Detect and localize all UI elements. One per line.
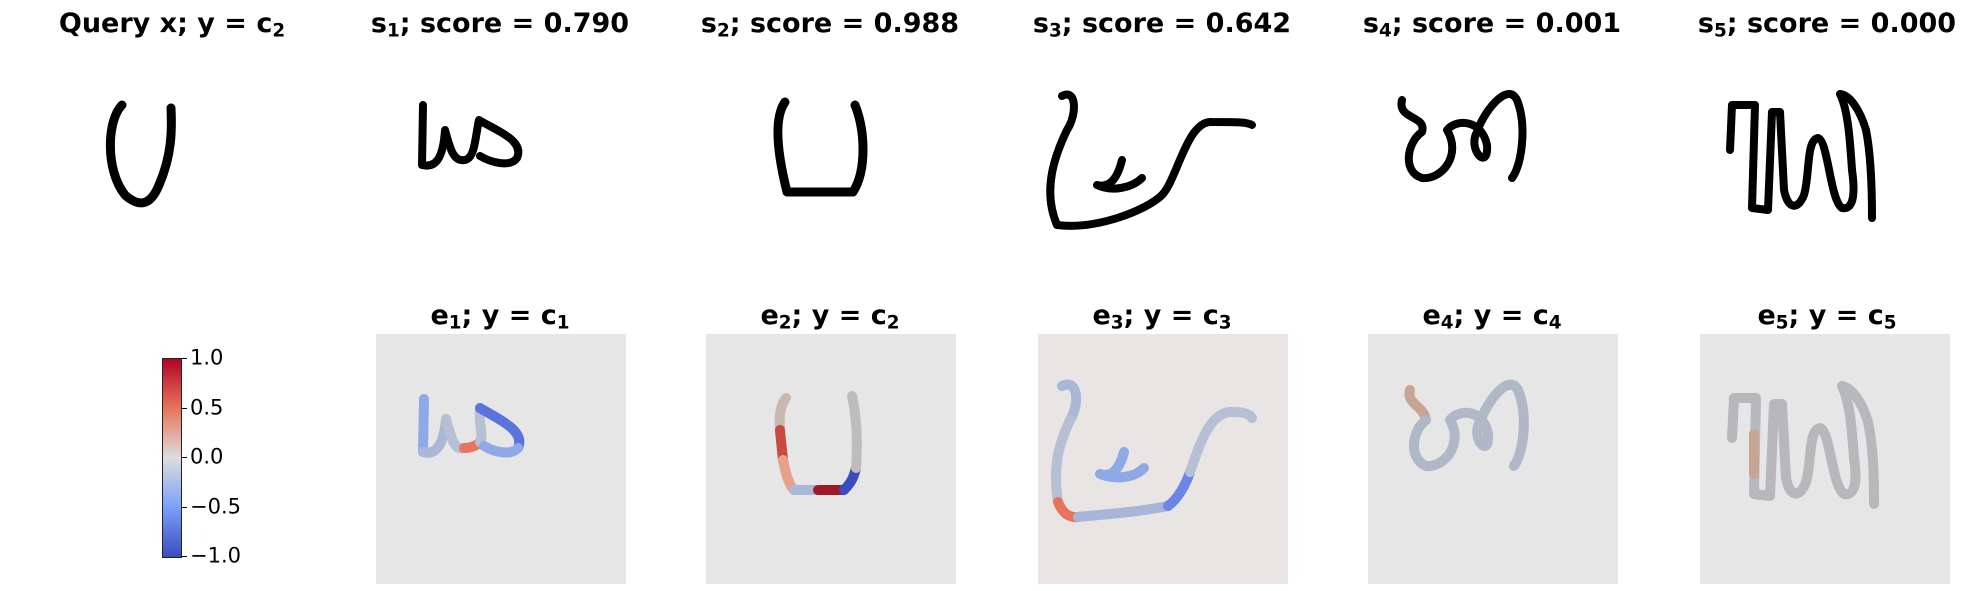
title-sub: 5 bbox=[1883, 312, 1897, 334]
colorbar-tick-label: 0.0 bbox=[190, 444, 224, 469]
title-text: e bbox=[1092, 300, 1111, 331]
support-glyph-s1 bbox=[418, 101, 523, 170]
colorbar-tick-label: −1.0 bbox=[190, 543, 241, 568]
title-s3: s3; score = 0.642 bbox=[1033, 10, 1291, 41]
title-text: ; score = 0.000 bbox=[1726, 8, 1957, 39]
title-text: s bbox=[700, 8, 718, 39]
title-e5: e5; y = c5 bbox=[1757, 302, 1896, 333]
title-sub: 3 bbox=[1218, 312, 1232, 334]
title-e2: e2; y = c2 bbox=[760, 302, 899, 333]
title-s2: s2; score = 0.988 bbox=[701, 10, 959, 41]
title-sub: 2 bbox=[272, 20, 286, 42]
support-glyph-s2 bbox=[773, 97, 868, 197]
title-e4: e4; y = c4 bbox=[1422, 302, 1561, 333]
support-glyph-s4 bbox=[1397, 90, 1527, 183]
colorbar-tick bbox=[181, 507, 187, 508]
title-sub: 4 bbox=[1379, 20, 1392, 42]
title-s4: s4; score = 0.001 bbox=[1363, 10, 1621, 41]
colorbar bbox=[162, 358, 182, 558]
title-e3: e3; y = c3 bbox=[1092, 302, 1231, 333]
support-glyph-s5 bbox=[1726, 90, 1876, 222]
explanation-heatmap-e5 bbox=[1700, 334, 1950, 584]
title-text: ; score = 0.790 bbox=[399, 8, 630, 39]
title-sub: 5 bbox=[1775, 312, 1789, 334]
title-text: ; y = c bbox=[1788, 300, 1884, 331]
title-text: s bbox=[1032, 8, 1050, 39]
colorbar-tick bbox=[181, 358, 187, 359]
title-sub: 2 bbox=[717, 20, 730, 42]
title-text: ; score = 0.988 bbox=[729, 8, 960, 39]
title-text: ; y = c bbox=[791, 300, 887, 331]
support-glyph-s3 bbox=[1046, 90, 1256, 230]
colorbar-tick bbox=[181, 408, 187, 409]
title-sub: 1 bbox=[448, 312, 462, 334]
title-text: e bbox=[430, 300, 449, 331]
title-text: e bbox=[1757, 300, 1776, 331]
title-e1: e1; y = c1 bbox=[430, 302, 569, 333]
title-query: Query x; y = c2 bbox=[59, 10, 285, 41]
title-text: ; y = c bbox=[1453, 300, 1549, 331]
title-text: s bbox=[1697, 8, 1715, 39]
title-sub: 4 bbox=[1440, 312, 1454, 334]
explanation-heatmap-e1 bbox=[376, 334, 626, 584]
title-text: ; y = c bbox=[1123, 300, 1219, 331]
title-text: e bbox=[1422, 300, 1441, 331]
title-text: Query x; bbox=[58, 8, 198, 39]
title-sub: 3 bbox=[1110, 312, 1124, 334]
query-glyph bbox=[105, 100, 176, 208]
colorbar-tick bbox=[181, 457, 187, 458]
colorbar-tick bbox=[181, 556, 187, 557]
explanation-heatmap-e4 bbox=[1368, 334, 1618, 584]
title-text: ; score = 0.001 bbox=[1391, 8, 1622, 39]
title-text: y = c bbox=[197, 8, 273, 39]
title-text: e bbox=[760, 300, 779, 331]
title-sub: 1 bbox=[556, 312, 570, 334]
colorbar-tick-label: 0.5 bbox=[190, 395, 224, 420]
explanation-heatmap-e3 bbox=[1038, 334, 1288, 584]
title-text: s bbox=[1362, 8, 1380, 39]
title-sub: 1 bbox=[387, 20, 400, 42]
title-sub: 5 bbox=[1714, 20, 1727, 42]
title-text: s bbox=[370, 8, 388, 39]
explanation-heatmap-e2 bbox=[706, 334, 956, 584]
title-s5: s5; score = 0.000 bbox=[1698, 10, 1956, 41]
colorbar-tick-label: 1.0 bbox=[190, 345, 224, 370]
colorbar-tick-label: −0.5 bbox=[190, 494, 241, 519]
title-sub: 2 bbox=[886, 312, 900, 334]
title-sub: 2 bbox=[778, 312, 792, 334]
title-s1: s1; score = 0.790 bbox=[371, 10, 629, 41]
title-text: ; y = c bbox=[461, 300, 557, 331]
title-text: ; score = 0.642 bbox=[1061, 8, 1292, 39]
title-sub: 3 bbox=[1049, 20, 1062, 42]
title-sub: 4 bbox=[1548, 312, 1562, 334]
